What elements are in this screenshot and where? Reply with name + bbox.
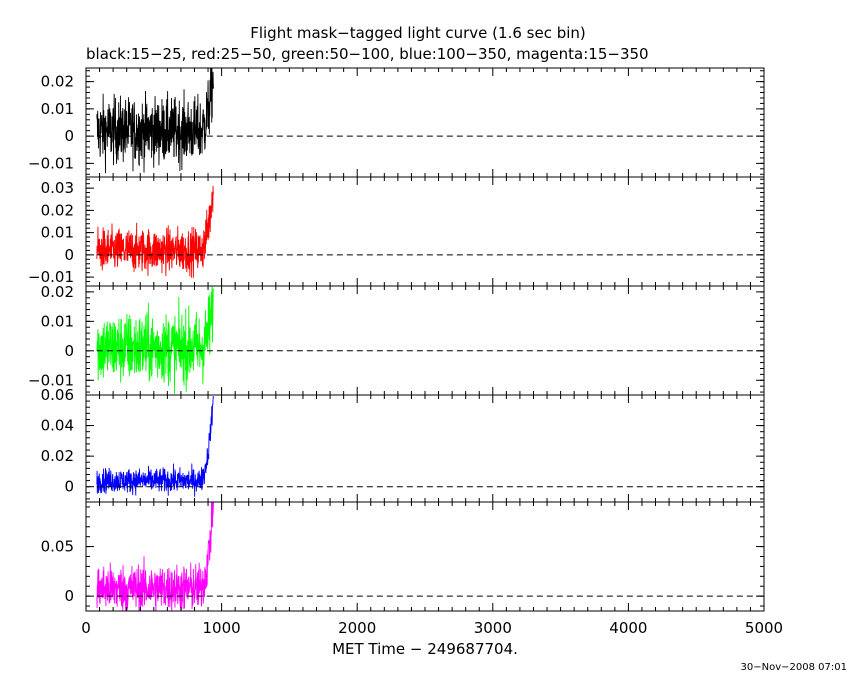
panel-3: −0.01 0 0.01 0.02 (28, 283, 765, 396)
panel-2: −0.01 0 0.01 0.02 0.03 (28, 176, 765, 287)
x-tick-label: 5000 (745, 619, 783, 637)
y-tick-label: 0 (64, 587, 74, 605)
y-tick-label: −0.01 (28, 154, 74, 172)
y-tick-label: 0.01 (41, 312, 74, 330)
y-tick-label: 0 (64, 342, 74, 360)
panel-1: −0.01 0 0.01 0.02 (28, 67, 765, 178)
x-tick-label: 0 (81, 619, 91, 637)
panels-group: −0.0100.010.02−0.0100.010.020.03−0.0100.… (28, 67, 765, 612)
x-tick-label: 1000 (203, 619, 241, 637)
x-axis-label: MET Time − 249687704. (332, 640, 518, 658)
series-line-2 (96, 185, 214, 278)
panel-frame-2 (85, 176, 765, 287)
y-tick-label: 0.02 (41, 283, 74, 301)
chart-subtitle: black:15−25, red:25−50, green:50−100, bl… (86, 45, 649, 63)
y-tick-label: 0.04 (41, 417, 74, 435)
y-tick-label: 0.02 (41, 73, 74, 91)
panel-4: 0 0.02 0.04 0.06 (41, 386, 765, 503)
y-tick-label: 0.01 (41, 100, 74, 118)
y-tick-label: 0.03 (41, 179, 74, 197)
y-tick-label: 0.06 (41, 386, 74, 404)
x-tick-label: 2000 (338, 619, 376, 637)
x-tick-labels: 0 1000 2000 3000 4000 5000 (81, 619, 783, 637)
y-tick-label: 0.02 (41, 201, 74, 219)
series-line-3 (96, 286, 214, 394)
y-tick-label: 0 (64, 127, 74, 145)
y-tick-label: −0.01 (28, 371, 74, 389)
series-line-1 (96, 68, 214, 174)
y-tick-label: 0 (64, 246, 74, 264)
x-tick-label: 3000 (474, 619, 512, 637)
chart-title: Flight mask−tagged light curve (1.6 sec … (250, 24, 586, 42)
y-tick-label: 0 (64, 478, 74, 496)
timestamp-label: 30−Nov−2008 07:01 (741, 662, 847, 673)
series-line-4 (96, 396, 214, 497)
panel-frame-4 (85, 394, 765, 503)
y-tick-label: 0.02 (41, 447, 74, 465)
series-line-5 (96, 502, 214, 611)
x-tick-label: 4000 (609, 619, 647, 637)
y-tick-label: 0.05 (41, 538, 74, 556)
y-tick-label: −0.01 (28, 268, 74, 286)
y-tick-label: 0.01 (41, 224, 74, 242)
panel-5: 00.05 (41, 501, 765, 612)
